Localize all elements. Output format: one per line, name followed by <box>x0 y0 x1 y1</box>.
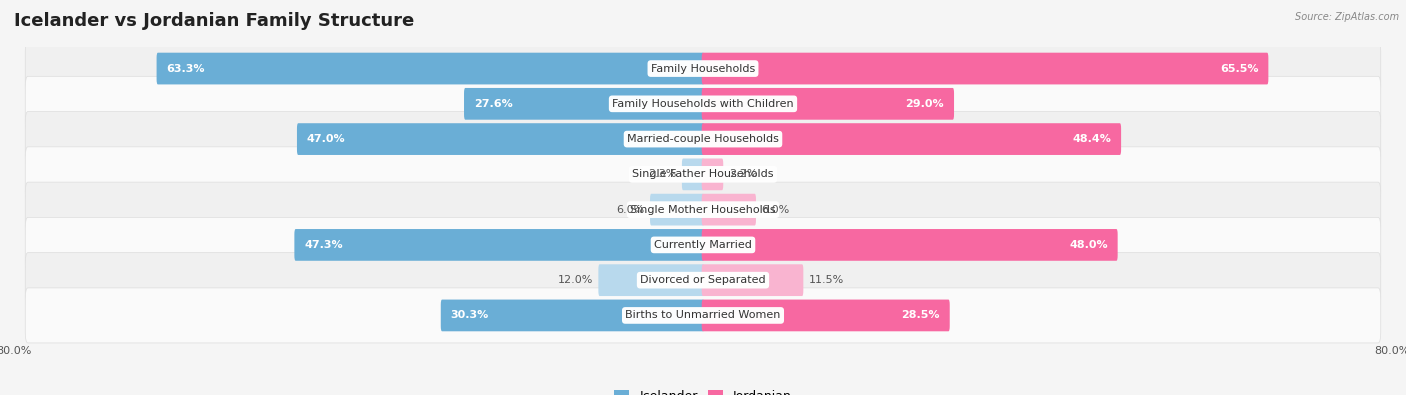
Text: 6.0%: 6.0% <box>762 205 790 214</box>
FancyBboxPatch shape <box>702 299 949 331</box>
FancyBboxPatch shape <box>25 253 1381 308</box>
Text: Family Households with Children: Family Households with Children <box>612 99 794 109</box>
Text: 63.3%: 63.3% <box>166 64 205 73</box>
Text: Births to Unmarried Women: Births to Unmarried Women <box>626 310 780 320</box>
Text: 2.3%: 2.3% <box>648 169 676 179</box>
Text: 28.5%: 28.5% <box>901 310 939 320</box>
Text: Icelander vs Jordanian Family Structure: Icelander vs Jordanian Family Structure <box>14 12 415 30</box>
Text: Divorced or Separated: Divorced or Separated <box>640 275 766 285</box>
FancyBboxPatch shape <box>682 158 704 190</box>
Text: 30.3%: 30.3% <box>451 310 489 320</box>
FancyBboxPatch shape <box>25 217 1381 273</box>
Text: 47.3%: 47.3% <box>304 240 343 250</box>
Legend: Icelander, Jordanian: Icelander, Jordanian <box>614 389 792 395</box>
FancyBboxPatch shape <box>25 112 1381 167</box>
FancyBboxPatch shape <box>702 229 1118 261</box>
FancyBboxPatch shape <box>702 194 756 226</box>
FancyBboxPatch shape <box>702 264 803 296</box>
FancyBboxPatch shape <box>25 182 1381 237</box>
FancyBboxPatch shape <box>156 53 704 85</box>
Text: Source: ZipAtlas.com: Source: ZipAtlas.com <box>1295 12 1399 22</box>
Text: Single Mother Households: Single Mother Households <box>630 205 776 214</box>
Text: Married-couple Households: Married-couple Households <box>627 134 779 144</box>
Text: 65.5%: 65.5% <box>1220 64 1258 73</box>
FancyBboxPatch shape <box>464 88 704 120</box>
FancyBboxPatch shape <box>599 264 704 296</box>
Text: 47.0%: 47.0% <box>307 134 346 144</box>
Text: 12.0%: 12.0% <box>557 275 593 285</box>
FancyBboxPatch shape <box>702 123 1121 155</box>
FancyBboxPatch shape <box>294 229 704 261</box>
Text: Single Father Households: Single Father Households <box>633 169 773 179</box>
FancyBboxPatch shape <box>440 299 704 331</box>
FancyBboxPatch shape <box>297 123 704 155</box>
Text: 27.6%: 27.6% <box>474 99 513 109</box>
FancyBboxPatch shape <box>25 41 1381 96</box>
FancyBboxPatch shape <box>25 288 1381 343</box>
Text: 29.0%: 29.0% <box>905 99 945 109</box>
Text: Family Households: Family Households <box>651 64 755 73</box>
FancyBboxPatch shape <box>702 88 955 120</box>
Text: 11.5%: 11.5% <box>808 275 844 285</box>
Text: 48.0%: 48.0% <box>1069 240 1108 250</box>
FancyBboxPatch shape <box>650 194 704 226</box>
FancyBboxPatch shape <box>702 53 1268 85</box>
Text: Currently Married: Currently Married <box>654 240 752 250</box>
Text: 6.0%: 6.0% <box>616 205 644 214</box>
Text: 2.2%: 2.2% <box>728 169 758 179</box>
Text: 48.4%: 48.4% <box>1073 134 1111 144</box>
FancyBboxPatch shape <box>25 147 1381 202</box>
FancyBboxPatch shape <box>702 158 723 190</box>
FancyBboxPatch shape <box>25 76 1381 132</box>
